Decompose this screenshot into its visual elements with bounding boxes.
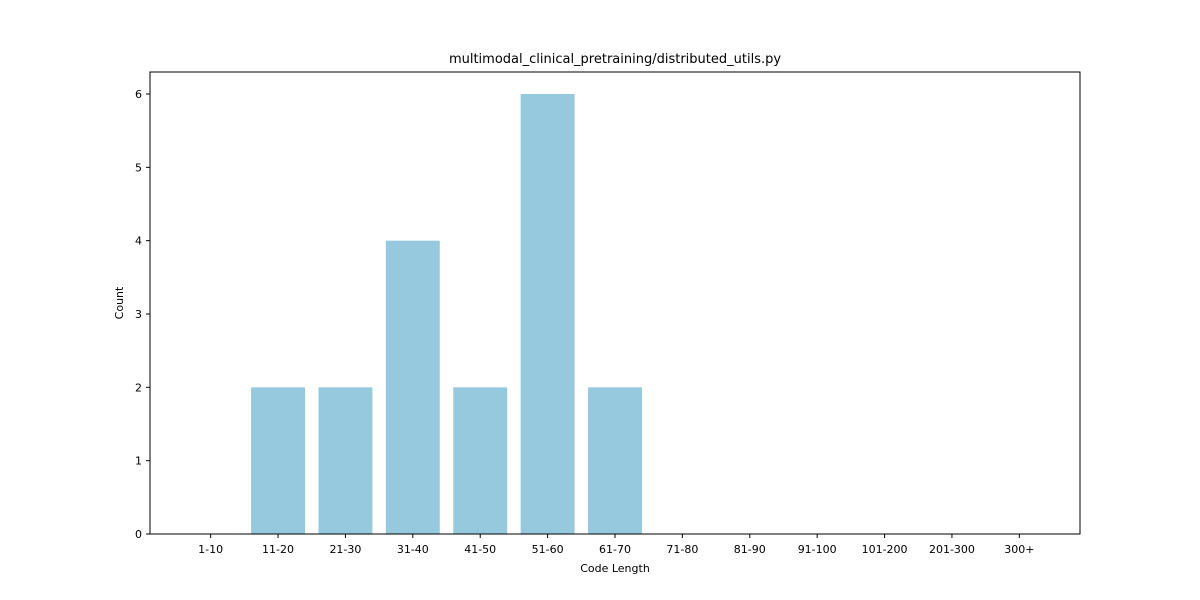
bars-group (251, 94, 642, 534)
y-tick-label: 0 (135, 528, 142, 541)
chart-title: multimodal_clinical_pretraining/distribu… (449, 52, 781, 67)
y-axis-label: Count (113, 286, 126, 319)
x-tick-label: 51-60 (532, 543, 564, 556)
y-tick-label: 1 (135, 455, 142, 468)
x-tick-label: 61-70 (599, 543, 631, 556)
x-tick-label: 201-300 (929, 543, 975, 556)
x-axis-label: Code Length (580, 562, 650, 575)
y-tick-label: 6 (135, 88, 142, 101)
x-tick-label: 1-10 (198, 543, 223, 556)
bar-21-30 (318, 387, 372, 534)
x-axis: 1-10 11-20 21-30 31-40 41-50 51-60 61-70 71-80 8… (198, 534, 1034, 556)
x-tick-label: 71-80 (666, 543, 698, 556)
x-tick-label: 41-50 (464, 543, 496, 556)
x-tick-label: 101-200 (862, 543, 908, 556)
x-tick-label: 11-20 (262, 543, 294, 556)
x-tick-label: 81-90 (734, 543, 766, 556)
bar-11-20 (251, 387, 305, 534)
bar-41-50 (453, 387, 507, 534)
y-axis: 0 1 2 3 4 5 6 (135, 88, 150, 541)
y-tick-label: 3 (135, 308, 142, 321)
x-tick-label: 300+ (1004, 543, 1034, 556)
y-tick-label: 5 (135, 161, 142, 174)
y-tick-label: 4 (135, 235, 142, 248)
bar-61-70 (588, 387, 642, 534)
bar-31-40 (386, 241, 440, 534)
y-tick-label: 2 (135, 381, 142, 394)
x-tick-label: 21-30 (329, 543, 361, 556)
bar-51-60 (521, 94, 575, 534)
x-tick-label: 91-100 (798, 543, 837, 556)
x-tick-label: 31-40 (397, 543, 429, 556)
